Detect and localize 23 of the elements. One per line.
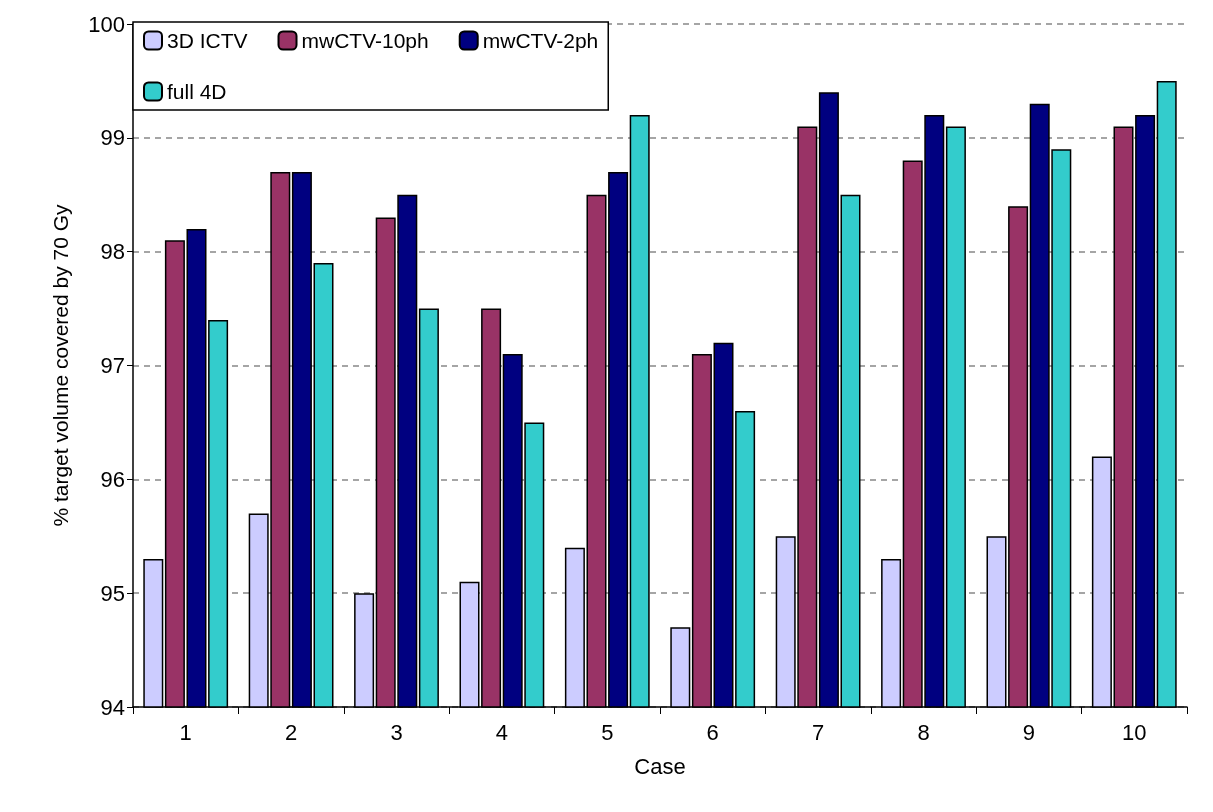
x-tick-label: 9 xyxy=(1022,719,1036,745)
x-tick-label: 4 xyxy=(495,719,509,745)
legend-label: mwCTV-2ph xyxy=(482,29,599,52)
legend-label: full 4D xyxy=(167,80,227,103)
x-tick-label: 1 xyxy=(179,719,192,745)
y-tick-label: 99 xyxy=(100,125,125,151)
y-tick-label: 96 xyxy=(100,466,125,492)
x-tick-label: 3 xyxy=(390,719,403,745)
legend-label: mwCTV-10ph xyxy=(301,29,429,52)
y-tick-label: 100 xyxy=(88,11,125,37)
x-tick-label: 8 xyxy=(917,719,930,745)
x-tick-label: 6 xyxy=(706,719,719,745)
legend-label: 3D ICTV xyxy=(167,29,248,52)
x-tick-label: 2 xyxy=(284,719,298,745)
x-tick-label: 5 xyxy=(601,719,614,745)
x-axis-title: Case xyxy=(634,753,686,779)
x-tick-label: 7 xyxy=(811,719,825,745)
y-tick-label: 94 xyxy=(100,694,125,720)
x-tick-label: 10 xyxy=(1122,719,1147,745)
y-tick-label: 95 xyxy=(100,580,125,606)
y-axis-title: % target volume covered by 70 Gy xyxy=(49,203,72,527)
y-tick-label: 97 xyxy=(100,353,125,378)
y-tick-label: 98 xyxy=(100,239,125,265)
